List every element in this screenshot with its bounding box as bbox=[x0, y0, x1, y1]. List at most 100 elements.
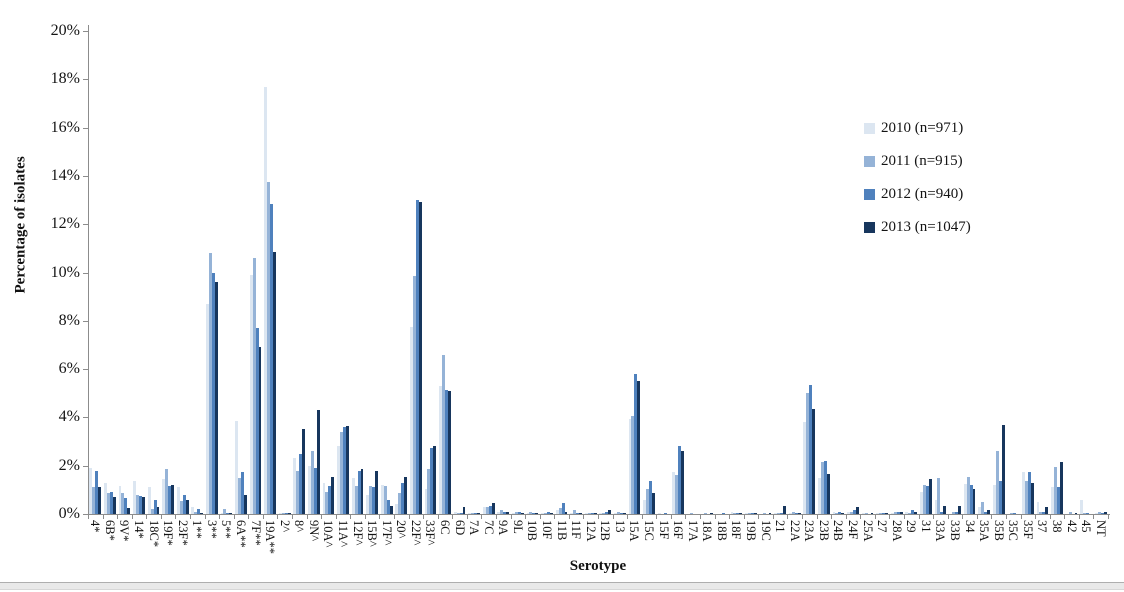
y-tick-mark bbox=[83, 369, 88, 371]
bar bbox=[896, 511, 900, 514]
bar bbox=[150, 509, 154, 514]
bar bbox=[908, 512, 912, 514]
bar bbox=[841, 512, 845, 514]
legend-item: 2012 (n=940) bbox=[864, 184, 971, 204]
x-tick-mark bbox=[481, 515, 483, 519]
x-tick-mark bbox=[1020, 515, 1022, 519]
bar bbox=[477, 512, 481, 514]
bar bbox=[616, 511, 620, 514]
legend: 2010 (n=971) 2011 (n=915) 2012 (n=940) 2013… bbox=[864, 118, 971, 250]
bar bbox=[943, 505, 947, 514]
bar bbox=[1010, 512, 1014, 514]
bar bbox=[893, 511, 897, 514]
bar bbox=[383, 486, 387, 514]
bar bbox=[136, 494, 139, 514]
y-tick-mark bbox=[83, 31, 88, 32]
bar bbox=[503, 511, 507, 514]
bar bbox=[278, 512, 282, 514]
bar bbox=[558, 507, 562, 514]
x-tick-mark bbox=[146, 515, 148, 519]
y-tick-mark bbox=[83, 514, 88, 515]
x-tick-mark bbox=[248, 515, 250, 519]
bar bbox=[847, 511, 851, 514]
x-tick-label: 35B bbox=[991, 520, 1006, 541]
bar bbox=[555, 510, 559, 514]
bar bbox=[966, 476, 970, 514]
bar bbox=[817, 477, 821, 514]
bar bbox=[651, 493, 655, 514]
bar bbox=[730, 511, 734, 514]
bar bbox=[118, 486, 122, 514]
bar bbox=[984, 511, 988, 514]
bar bbox=[678, 446, 682, 514]
y-tick-label: 2% bbox=[58, 456, 80, 474]
x-tick-label: 35F bbox=[1020, 520, 1035, 540]
bar bbox=[934, 499, 938, 514]
bar bbox=[372, 487, 376, 514]
bar bbox=[514, 511, 518, 514]
bar bbox=[369, 486, 373, 514]
x-tick-mark bbox=[758, 515, 760, 519]
bar bbox=[474, 512, 478, 514]
bar bbox=[809, 384, 813, 514]
bar bbox=[322, 482, 326, 514]
bar bbox=[605, 511, 609, 514]
bar bbox=[296, 470, 300, 514]
bar bbox=[243, 494, 247, 514]
bar bbox=[500, 510, 504, 514]
bar bbox=[806, 393, 810, 514]
bar bbox=[456, 512, 460, 514]
bar bbox=[398, 493, 402, 514]
x-tick-label: 6C bbox=[438, 520, 452, 535]
x-tick-label: 20^ bbox=[394, 520, 409, 539]
x-tick-mark bbox=[962, 515, 964, 519]
bar bbox=[147, 487, 151, 514]
x-tick-mark bbox=[787, 515, 789, 519]
bar bbox=[235, 421, 239, 514]
bar bbox=[823, 460, 827, 514]
x-tick-label: 15C bbox=[642, 520, 656, 541]
y-tick-label: 20% bbox=[50, 22, 80, 39]
legend-swatch-2013 bbox=[864, 221, 875, 233]
x-tick-label: 19F* bbox=[161, 520, 176, 546]
bar bbox=[302, 429, 306, 514]
bar bbox=[162, 478, 166, 514]
x-tick-label: 19B bbox=[744, 520, 758, 541]
bar bbox=[745, 512, 749, 514]
x-tick-label: 17F^ bbox=[379, 520, 394, 546]
bar bbox=[415, 200, 419, 514]
bar bbox=[238, 477, 241, 514]
x-tick-mark bbox=[102, 515, 104, 519]
plot-area bbox=[88, 31, 1108, 514]
y-tick-label: 4% bbox=[58, 408, 80, 426]
bar bbox=[270, 203, 274, 514]
y-tick-mark bbox=[83, 224, 88, 226]
x-tick-mark bbox=[933, 515, 935, 519]
bar bbox=[1057, 487, 1060, 514]
bar bbox=[497, 511, 501, 514]
x-tick-label: 22A bbox=[787, 520, 802, 542]
bar bbox=[622, 512, 626, 514]
x-tick-label: 33F^ bbox=[423, 520, 438, 546]
bar bbox=[375, 470, 379, 514]
bar bbox=[890, 512, 894, 514]
bar bbox=[762, 512, 766, 514]
x-tick-label: 18C* bbox=[146, 520, 161, 548]
y-tick-label: 8% bbox=[58, 311, 80, 329]
bar bbox=[675, 475, 679, 514]
bar bbox=[853, 510, 856, 514]
bar bbox=[95, 470, 99, 514]
y-tick-label: 16% bbox=[50, 118, 80, 136]
bar bbox=[992, 485, 996, 514]
x-tick-label: 1** bbox=[190, 520, 205, 539]
bar bbox=[208, 253, 212, 514]
bar bbox=[634, 373, 638, 514]
bar bbox=[576, 512, 580, 514]
x-tick-label: 12F^ bbox=[350, 520, 365, 546]
bar bbox=[826, 474, 830, 514]
x-tick-label: 33A bbox=[933, 520, 948, 542]
x-tick-mark bbox=[802, 515, 803, 519]
x-tick-mark bbox=[321, 515, 323, 519]
bar bbox=[424, 488, 428, 514]
legend-label: 2011 (n=915) bbox=[881, 152, 963, 169]
